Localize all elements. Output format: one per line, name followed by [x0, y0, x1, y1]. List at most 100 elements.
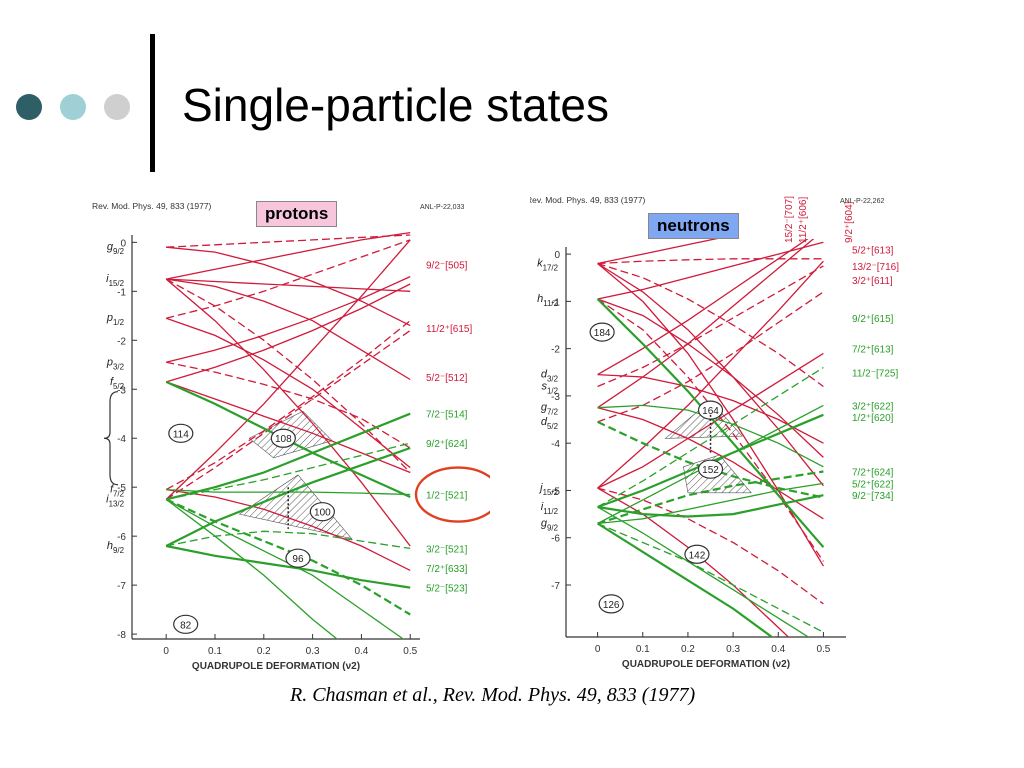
decor-dot-1: [16, 94, 42, 120]
red-level-line: [597, 487, 790, 637]
gap-marker: [684, 544, 710, 564]
spherical-label-p3-2: p3/2: [106, 356, 124, 371]
nilsson-top-label: 11/2⁺[606]: [798, 197, 809, 243]
x-tick-label: 0.2: [257, 646, 271, 657]
y-tick-label: -3: [117, 385, 126, 396]
y-tick-label: -3: [551, 392, 560, 403]
x-axis-title: QUADRUPOLE DEFORMATION (ν2): [192, 661, 360, 672]
y-tick-label: -8: [117, 630, 126, 641]
green-level-line: [165, 412, 411, 501]
source-label: Rev. Mod. Phys. 49, 833 (1977): [92, 201, 212, 211]
y-tick-label: 0: [554, 250, 560, 261]
y-tick-label: 0: [120, 238, 126, 249]
red-level-line: [597, 373, 824, 444]
green-level-line: [597, 482, 824, 525]
y-tick-label: -6: [551, 534, 560, 545]
red-level-line: [165, 278, 411, 473]
nilsson-label: 1/2⁺[620]: [852, 413, 894, 424]
nilsson-label: 9/2⁺[615]: [852, 314, 894, 325]
spherical-label-d3-2: d3/2: [541, 369, 558, 384]
x-tick-label: 0.5: [403, 646, 417, 657]
red-level-line: [597, 262, 824, 487]
protons-chart: Rev. Mod. Phys. 49, 833 (1977) ANL-P-22,0…: [92, 201, 490, 672]
x-tick-label: 0.1: [636, 644, 650, 655]
red-level-line: [597, 239, 719, 265]
nilsson-label: 7/2⁺[633]: [426, 564, 468, 575]
y-tick-label: -4: [551, 439, 560, 450]
red-level-line: [597, 291, 824, 423]
spherical-label-s1-2: s1/2: [542, 380, 559, 395]
spherical-label-g7-2: g7/2: [541, 402, 558, 417]
red-level-line: [166, 276, 411, 363]
red-level-line: [165, 320, 411, 491]
nilsson-label: 7/2⁺[624]: [852, 468, 894, 479]
x-tick-label: 0.3: [306, 646, 320, 657]
y-tick-label: -7: [117, 581, 126, 592]
green-level-line: [597, 506, 810, 637]
nilsson-label: 5/2⁻[512]: [426, 373, 468, 384]
green-level-line: [165, 498, 339, 639]
red-level-line: [166, 234, 411, 248]
red-level-line: [166, 231, 411, 280]
nilsson-label: 3/2⁺[611]: [852, 276, 893, 287]
green-level-line: [166, 530, 411, 550]
spherical-label-d5-2: d5/2: [541, 416, 558, 431]
gap-number: 82: [180, 620, 192, 631]
gap-marker: [589, 322, 615, 342]
green-level-line: [597, 470, 824, 525]
nilsson-label: 1/2⁻[521]: [426, 491, 468, 502]
red-level-line: [165, 317, 411, 469]
red-level-line: [597, 265, 824, 388]
red-level-line: [597, 239, 815, 409]
x-tick-label: 0: [595, 644, 601, 655]
nilsson-label: 5/2⁺[613]: [852, 245, 894, 256]
nilsson-label: 7/2⁺[613]: [852, 345, 894, 356]
y-tick-label: -1: [117, 287, 126, 298]
nilsson-label: 9/2⁺[624]: [426, 439, 468, 450]
red-level-line: [166, 361, 411, 449]
red-level-line: [166, 239, 411, 319]
neutrons-tag: neutrons: [648, 213, 739, 239]
x-tick-label: 0.2: [681, 644, 695, 655]
green-level-line: [165, 544, 411, 589]
nilsson-label: 9/2⁻[734]: [852, 491, 894, 502]
nilsson-label: 9/2⁻[505]: [426, 260, 468, 271]
y-tick-label: -2: [551, 345, 560, 356]
green-level-line: [597, 522, 774, 637]
red-level-line: [597, 262, 824, 388]
spherical-label-h9-2: h9/2: [107, 540, 124, 555]
nilsson-top-label: 15/2⁻[707]: [784, 196, 795, 243]
y-tick-label: -7: [551, 581, 560, 592]
gap-number: 126: [603, 600, 620, 611]
gap-number: 96: [292, 554, 304, 565]
spherical-label-i11-2: i11/2: [541, 501, 558, 516]
y-tick-label: -2: [117, 336, 126, 347]
red-level-line: [597, 241, 824, 300]
gap-number: 100: [314, 508, 331, 519]
spherical-label-j15-2: j15/2: [538, 482, 558, 497]
title-divider: [150, 34, 155, 172]
y-tick-label: -5: [551, 486, 560, 497]
nilsson-label: 11/2⁺[615]: [426, 324, 472, 335]
source-label: Rev. Mod. Phys. 49, 833 (1977): [530, 195, 646, 205]
nilsson-label: 3/2⁺[622]: [852, 401, 894, 412]
red-level-line: [166, 488, 411, 571]
gap-number: 142: [689, 550, 706, 561]
red-level-line: [597, 298, 824, 458]
red-level-line: [166, 278, 411, 292]
green-level-line: [165, 498, 411, 616]
nilsson-label: 11/2⁻[725]: [852, 368, 898, 379]
nilsson-top-label: 9/2⁺[604]: [844, 201, 855, 243]
spherical-label-i15-2: i15/2: [106, 273, 124, 288]
x-tick-label: 0.5: [816, 644, 830, 655]
gap-marker: [598, 594, 624, 614]
green-level-line: [597, 522, 824, 633]
x-tick-label: 0.4: [354, 646, 368, 657]
level-lines: [165, 231, 411, 639]
y-tick-label: -1: [551, 297, 560, 308]
slide-title: Single-particle states: [182, 79, 609, 131]
x-tick-label: 0: [163, 646, 169, 657]
gap-marker: [285, 548, 311, 568]
brace: [103, 391, 119, 486]
neutrons-chart: Rev. Mod. Phys. 49, 833 (1977) ANL-P-22,2…: [530, 195, 899, 670]
